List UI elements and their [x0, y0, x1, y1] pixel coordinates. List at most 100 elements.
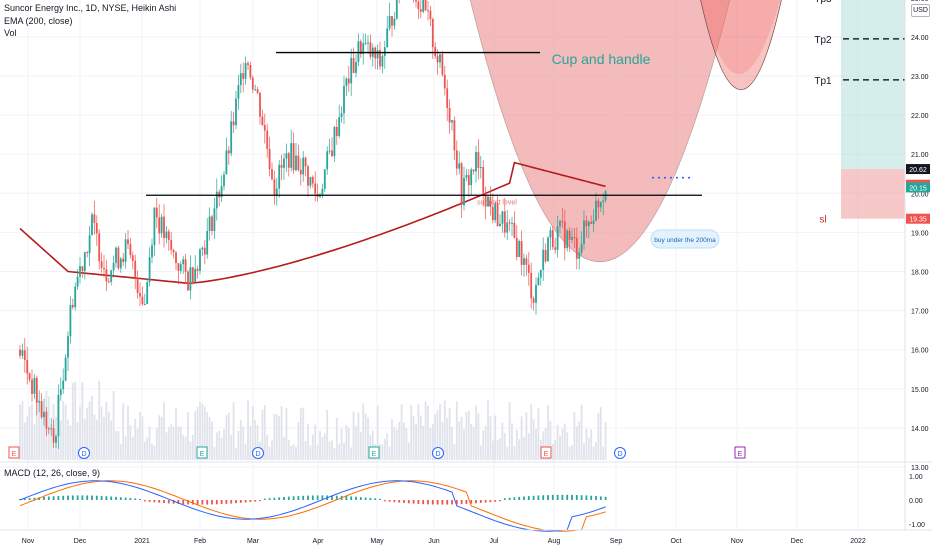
candle-body — [424, 0, 427, 11]
volume-bar — [496, 439, 499, 460]
volume-bar — [71, 382, 74, 460]
volume-bar — [167, 426, 170, 460]
volume-bar — [136, 428, 139, 460]
price-tick-label: 24.00 — [911, 35, 929, 42]
candle-body — [475, 152, 477, 172]
candle-body — [38, 401, 41, 403]
macd-histogram-bar — [67, 495, 69, 500]
volume-bar — [405, 427, 408, 460]
target-label-tp2: Tp2 — [814, 35, 832, 46]
candle-body — [167, 231, 170, 241]
candle-body — [143, 304, 146, 306]
candle-body — [484, 192, 487, 207]
price-badge-bg — [906, 164, 930, 175]
volume-bar — [79, 406, 81, 460]
volume-bar — [232, 402, 235, 460]
macd-histogram-bar — [163, 500, 165, 504]
event-letter: D — [81, 451, 86, 458]
candle-body — [218, 191, 221, 198]
macd-histogram-bar — [307, 495, 309, 500]
volume-bar — [422, 425, 425, 460]
event-circle — [252, 447, 264, 459]
candle-body — [91, 214, 93, 236]
macd-histogram-bar — [71, 495, 74, 500]
macd-histogram-bar — [177, 500, 180, 504]
macd-histogram-bar — [105, 496, 108, 500]
macd-histogram-bar — [158, 500, 161, 503]
volume-bar — [503, 432, 506, 460]
volume-bar — [544, 427, 547, 460]
time-tick-label: Dec — [791, 538, 804, 545]
candle-body — [434, 47, 437, 57]
volume-bar — [95, 419, 98, 460]
macd-histogram-bar — [599, 496, 602, 500]
volume-bar — [247, 400, 249, 460]
macd-histogram-bar — [119, 497, 122, 500]
price-badge-text: 20.62 — [909, 167, 927, 174]
candle-body — [105, 269, 108, 282]
volume-bar — [446, 417, 449, 460]
price-tick-label: 20.00 — [911, 191, 929, 198]
macd-histogram-bar — [566, 494, 569, 500]
candle-body — [479, 167, 482, 169]
ema-legend[interactable]: EMA (200, close) — [4, 16, 73, 26]
currency-button[interactable]: USD — [911, 4, 930, 17]
candle-body — [539, 269, 542, 278]
candle-body — [542, 249, 545, 270]
volume-bar — [69, 425, 72, 460]
volume-bar — [599, 407, 602, 460]
candle-body — [110, 270, 113, 282]
volume-bar — [431, 424, 434, 460]
macd-histogram-bar — [561, 494, 564, 500]
macd-tick-label: 0.00 — [909, 498, 923, 505]
macd-histogram-bar — [100, 495, 103, 500]
candle-body — [383, 47, 386, 57]
candle-body — [285, 153, 288, 159]
volume-bar — [93, 414, 96, 460]
macd-histogram-bar — [215, 500, 218, 505]
volume-bar — [602, 446, 605, 460]
macd-histogram-bar — [355, 496, 357, 500]
candle-body — [52, 428, 55, 443]
event-letter: E — [738, 451, 743, 458]
volume-bar — [292, 444, 295, 460]
candle-body — [21, 350, 24, 356]
volume-bar — [482, 430, 485, 460]
candle-body — [501, 211, 504, 224]
volume-bar — [273, 414, 276, 460]
volume-bar — [335, 418, 338, 460]
candle-body — [40, 401, 43, 418]
volume-bar — [326, 410, 329, 460]
cup-rim — [470, 0, 781, 262]
volume-bar — [542, 431, 545, 460]
symbol-legend[interactable]: Suncor Energy Inc., 1D, NYSE, Heikin Ash… — [4, 3, 177, 13]
candle-body — [103, 267, 105, 270]
macd-legend[interactable]: MACD (12, 26, close, 9) — [4, 468, 101, 478]
volume-bar — [206, 412, 209, 460]
volume-bar — [379, 444, 381, 460]
candle-body — [139, 293, 141, 297]
candle-body — [494, 202, 497, 221]
candle-body — [268, 149, 271, 170]
volume-bar — [201, 403, 204, 460]
candle-body — [43, 411, 45, 418]
volume-bar — [251, 406, 254, 460]
candle-body — [496, 202, 499, 227]
volume-legend[interactable]: Vol — [4, 28, 17, 38]
candles — [19, 0, 607, 449]
volume-bar — [299, 408, 302, 460]
time-tick-label: Jun — [428, 538, 439, 545]
drawing-lines — [146, 38, 905, 196]
volume-bar — [172, 426, 175, 460]
candle-body — [261, 116, 264, 126]
macd-histogram-bar — [379, 498, 381, 500]
candle-body — [175, 252, 177, 264]
macd-histogram-bar — [527, 496, 530, 500]
volume-bar — [460, 416, 463, 460]
event-box — [196, 446, 208, 459]
candle-body — [237, 85, 240, 99]
candle-body — [525, 258, 528, 265]
candle-body — [518, 241, 521, 257]
volume-bar — [479, 445, 482, 460]
